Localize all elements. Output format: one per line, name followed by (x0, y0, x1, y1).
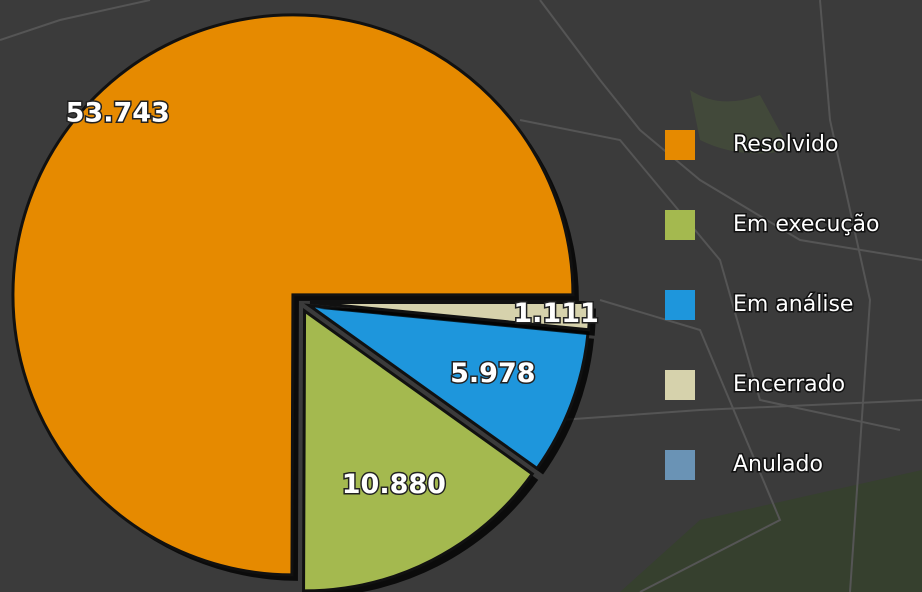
pie: 53.743 10.880 5.978 1.111 (11, 13, 600, 592)
legend-label: Em execução (733, 212, 879, 237)
pie-slice (302, 307, 535, 592)
map-area (620, 470, 922, 592)
legend-label: Encerrado (733, 372, 845, 397)
legend-swatch (665, 370, 695, 400)
value-label: 53.743 (66, 98, 170, 129)
legend: Resolvido Em execução Em análise Encerrado A… (665, 130, 881, 480)
value-label: 5.978 (450, 358, 535, 389)
value-label: 10.880 (342, 469, 446, 500)
legend-label: Resolvido (733, 132, 838, 157)
pie-slice (303, 303, 590, 471)
legend-label: Em análise (733, 292, 853, 317)
pie-slice (309, 300, 592, 332)
legend-swatch (665, 210, 695, 240)
legend-swatch (665, 450, 695, 480)
legend-label: Anulado (733, 452, 823, 477)
legend-swatch (665, 290, 695, 320)
value-label: 1.111 (513, 298, 598, 329)
legend-swatch (665, 130, 695, 160)
map-area (690, 90, 790, 154)
pie-slice (11, 13, 575, 577)
